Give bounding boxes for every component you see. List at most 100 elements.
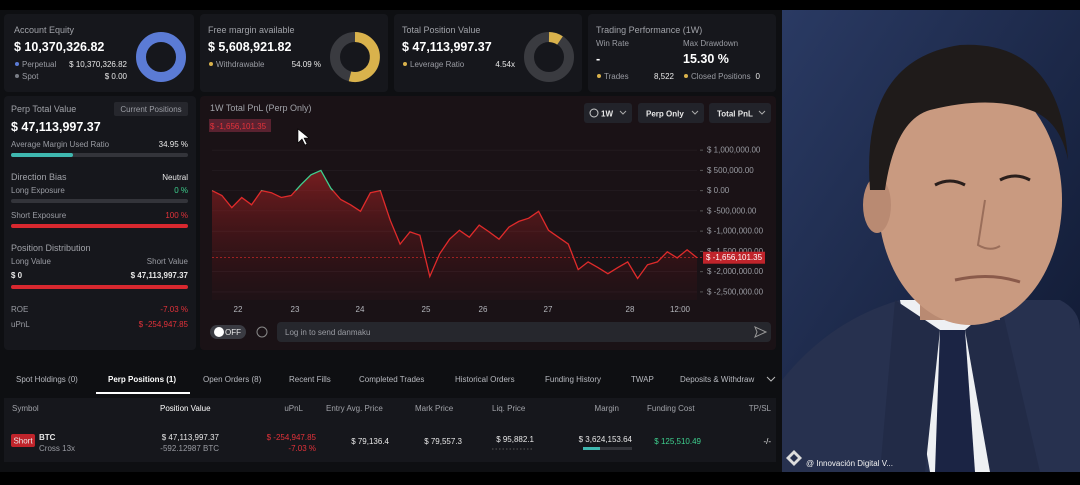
metric-label: Max Drawdown (683, 39, 738, 48)
current-positions-button[interactable]: Current Positions (120, 105, 181, 114)
tab[interactable]: Funding History (545, 375, 601, 384)
long-label: Long Exposure (11, 186, 65, 195)
x-tick-label: 24 (356, 305, 365, 314)
tab[interactable]: Deposits & Withdraw (680, 375, 754, 384)
column-header[interactable]: uPnL (284, 404, 303, 413)
upnl-value: $ -254,947.85 (139, 320, 189, 329)
card-value: $ 5,608,921.82 (208, 40, 291, 54)
short-label: Short Exposure (11, 211, 67, 220)
dropdown-label[interactable]: Total PnL (717, 110, 753, 119)
tie (935, 330, 975, 472)
column-header[interactable]: Entry Avg. Price (326, 404, 383, 413)
tab[interactable]: Historical Orders (455, 375, 515, 384)
long-amount: $ 0 (11, 271, 23, 280)
chevron[interactable] (758, 110, 766, 115)
tab-underline (96, 392, 190, 394)
dropdown[interactable] (638, 103, 704, 123)
tab[interactable]: Spot Holdings (0) (16, 375, 78, 384)
liq-price: $ 95,882.1 (496, 435, 534, 444)
row-label: Perpetual (22, 60, 56, 69)
cursor (297, 128, 310, 146)
chevron[interactable] (619, 110, 627, 115)
side: Short (13, 437, 33, 446)
row-value: $ 0.00 (105, 72, 128, 81)
bar-fill (11, 285, 188, 289)
row-value: $ 10,370,326.82 (69, 60, 127, 69)
button-bg[interactable] (114, 102, 188, 116)
current-badge (703, 251, 765, 264)
column-header[interactable]: Margin (595, 404, 619, 413)
bar-fill (11, 153, 73, 157)
dropdown-label[interactable]: Perp Only (646, 110, 684, 119)
chevron[interactable] (691, 110, 699, 115)
bar-fill (11, 224, 188, 228)
settings-icon[interactable] (256, 326, 268, 338)
dot (15, 74, 19, 78)
metric-value: - (596, 52, 600, 66)
x-tick-label: 25 (422, 305, 431, 314)
short-value-label: Short Value (147, 257, 189, 266)
dropdown[interactable] (584, 103, 632, 123)
eye (999, 174, 1031, 182)
y-tick-label: $ -2,500,000.00 (707, 287, 764, 296)
row-value: 4.54x (495, 60, 515, 69)
tab[interactable]: Open Orders (8) (203, 375, 262, 384)
roe-label: ROE (11, 305, 28, 314)
send-icon[interactable] (754, 326, 768, 338)
chart-controls: 1W Perp Only Total PnL (584, 103, 771, 123)
tab[interactable]: TWAP (631, 375, 654, 384)
donut-arc (548, 32, 563, 45)
column-header[interactable]: Symbol (12, 404, 39, 413)
metric-value: 15.30 % (683, 52, 729, 66)
card-value: $ 10,370,326.82 (14, 40, 104, 54)
roe-value: -7.03 % (160, 305, 188, 314)
panel-title: Perp Total Value (11, 104, 76, 114)
perp-value: $ 47,113,997.37 (11, 120, 101, 134)
clock-icon[interactable] (589, 108, 599, 118)
column-header[interactable]: Position Value (160, 404, 211, 413)
column-header[interactable]: Funding Cost (647, 404, 695, 413)
watermark: @ Innovación Digital V... (806, 459, 893, 468)
tab[interactable]: Recent Fills (289, 375, 331, 384)
donut (136, 32, 186, 82)
tab[interactable]: Completed Trades (359, 375, 424, 384)
tab-more[interactable] (766, 376, 776, 382)
tab[interactable]: Perp Positions (1) (108, 375, 176, 384)
toggle-knob (214, 327, 224, 337)
headline-highlight (209, 119, 271, 132)
card (588, 14, 776, 92)
card-title: Account Equity (14, 25, 75, 35)
x-tick-label: 23 (291, 305, 300, 314)
dropdown[interactable] (709, 103, 771, 123)
y-tick-label: $ -2,000,000.00 (707, 267, 764, 276)
side-badge (11, 434, 35, 447)
current-label: $ -1,656,101.35 (706, 253, 763, 262)
y-tick-label: $ -1,500,000.00 (707, 247, 764, 256)
y-tick-label: $ -500,000.00 (707, 206, 757, 215)
row-value: 54.09 % (292, 60, 321, 69)
margin-value: 34.95 % (159, 140, 188, 149)
mark-price: $ 79,557.3 (424, 437, 462, 446)
symbol: BTC (39, 433, 56, 442)
bias-value: Neutral (162, 173, 188, 182)
toggle-label[interactable]: OFF (225, 328, 241, 337)
column-header[interactable]: TP/SL (749, 404, 772, 413)
position-value: $ 47,113,997.37 (162, 433, 220, 442)
funding-cost: $ 125,510.49 (654, 437, 701, 446)
bias-label: Direction Bias (11, 172, 67, 182)
column-header[interactable]: Mark Price (415, 404, 454, 413)
ear (863, 177, 891, 233)
long-value: 0 % (174, 186, 188, 195)
y-tick-label: $ -1,000,000.00 (707, 227, 764, 236)
row-label: Closed Positions (691, 72, 751, 81)
column-header[interactable]: Liq. Price (492, 404, 526, 413)
danmaku-input[interactable] (277, 322, 771, 342)
x-tick-label: 12:00 (670, 305, 691, 314)
dot (684, 74, 688, 78)
x-tick-label: 22 (234, 305, 243, 314)
x-tick-label: 26 (479, 305, 488, 314)
card-title: Trading Performance (1W) (596, 25, 702, 35)
dropdown-label[interactable]: 1W (601, 110, 613, 119)
y-tick-label: $ 0.00 (707, 186, 730, 195)
